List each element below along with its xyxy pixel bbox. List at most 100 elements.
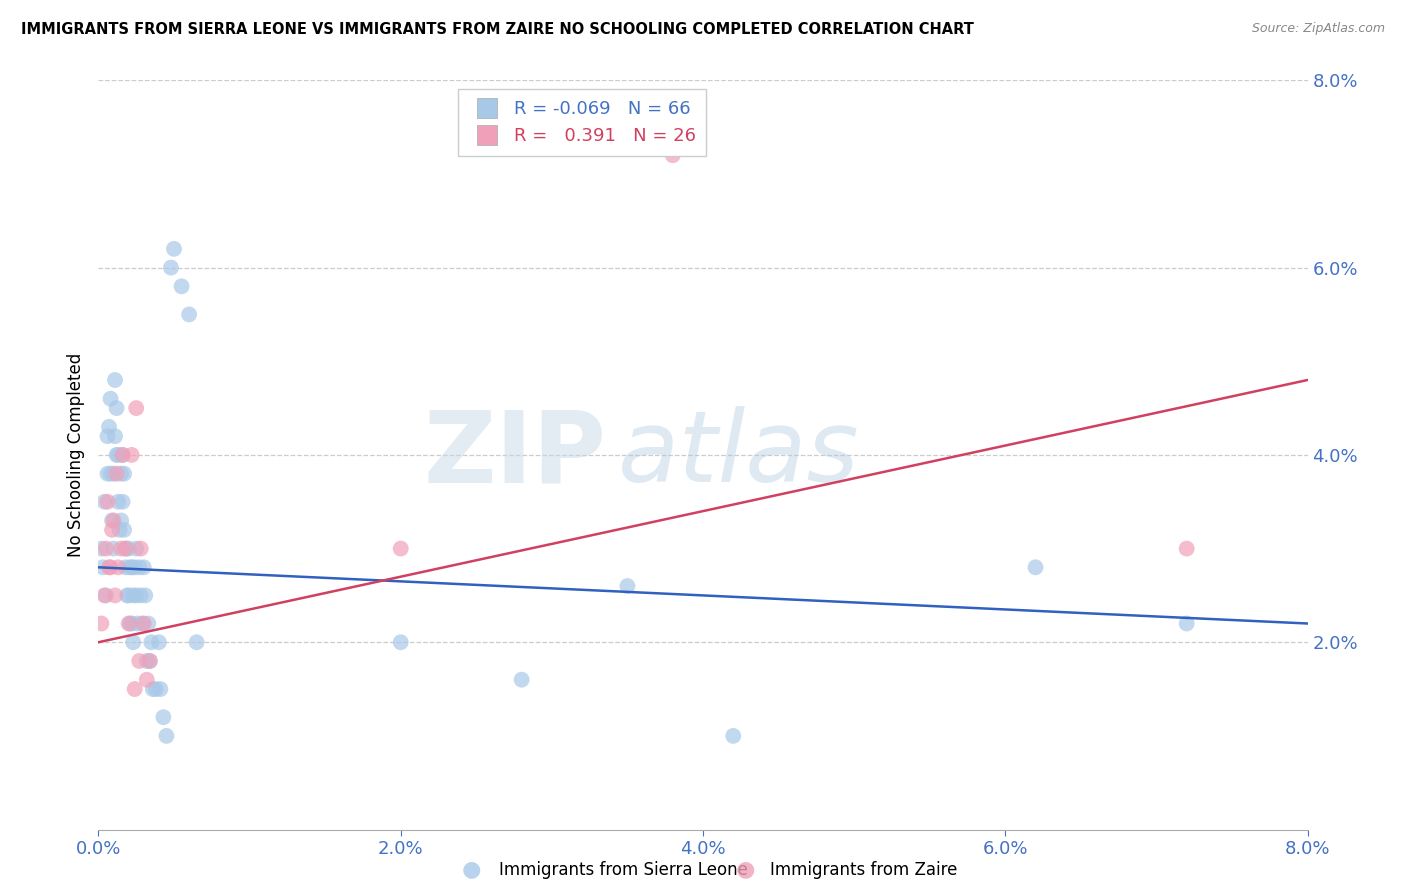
Point: [90, 541, 112, 556]
Point: [120, 616, 142, 631]
Point: [100, 560, 122, 574]
Point: [107, 448, 129, 462]
Point: [170, 279, 193, 293]
Point: [96, 494, 118, 508]
Point: [111, 448, 134, 462]
Text: Source: ZipAtlas.com: Source: ZipAtlas.com: [1251, 22, 1385, 36]
Point: [107, 560, 129, 574]
Point: [112, 523, 135, 537]
Point: [122, 635, 145, 649]
Point: [163, 242, 186, 256]
Point: [90, 616, 112, 631]
Point: [125, 589, 148, 603]
Point: [105, 467, 128, 481]
Point: [101, 523, 124, 537]
Point: [121, 448, 143, 462]
Point: [141, 635, 163, 649]
Text: Immigrants from Sierra Leone: Immigrants from Sierra Leone: [499, 861, 748, 879]
Text: IMMIGRANTS FROM SIERRA LEONE VS IMMIGRANTS FROM ZAIRE NO SCHOOLING COMPLETED COR: IMMIGRANTS FROM SIERRA LEONE VS IMMIGRAN…: [21, 22, 974, 37]
Point: [104, 429, 127, 443]
Point: [103, 513, 125, 527]
Point: [124, 560, 146, 574]
Point: [510, 673, 533, 687]
Point: [118, 541, 141, 556]
Point: [160, 260, 183, 275]
Point: [93, 494, 115, 508]
Point: [118, 616, 141, 631]
Point: [139, 654, 162, 668]
Point: [107, 494, 129, 508]
Point: [152, 710, 174, 724]
Point: [110, 541, 132, 556]
Point: [145, 682, 167, 697]
Point: [1175, 616, 1198, 631]
Point: [149, 682, 172, 697]
Point: [131, 616, 153, 631]
Point: [108, 523, 131, 537]
Point: [136, 616, 159, 631]
Point: [100, 467, 122, 481]
Point: [114, 541, 136, 556]
Point: [125, 541, 148, 556]
Point: [104, 373, 127, 387]
Point: [98, 420, 121, 434]
Point: [179, 307, 201, 321]
Point: [112, 467, 135, 481]
Point: [94, 541, 117, 556]
Point: [121, 616, 143, 631]
Point: [127, 616, 149, 631]
Point: [115, 589, 138, 603]
Point: [105, 401, 128, 416]
Point: [129, 541, 152, 556]
Point: [114, 541, 136, 556]
Point: [103, 467, 125, 481]
Point: [104, 589, 127, 603]
Point: [155, 729, 177, 743]
Point: [98, 560, 121, 574]
Point: [114, 560, 136, 574]
Point: [100, 392, 122, 406]
Point: [120, 560, 142, 574]
Point: [122, 589, 145, 603]
Point: [96, 429, 118, 443]
Point: [139, 654, 162, 668]
Y-axis label: No Schooling Completed: No Schooling Completed: [66, 353, 84, 557]
Point: [121, 560, 143, 574]
Point: [111, 494, 134, 508]
Point: [148, 635, 170, 649]
Point: [111, 448, 134, 462]
Point: [105, 448, 128, 462]
Point: [142, 682, 165, 697]
Point: [389, 635, 412, 649]
Point: [1175, 541, 1198, 556]
Point: [129, 589, 152, 603]
Point: [135, 654, 157, 668]
Point: [110, 467, 132, 481]
Point: [124, 682, 146, 697]
Point: [132, 560, 155, 574]
Point: [135, 673, 157, 687]
Point: [103, 541, 125, 556]
Text: ZIP: ZIP: [423, 407, 606, 503]
Text: Immigrants from Zaire: Immigrants from Zaire: [770, 861, 957, 879]
Point: [110, 513, 132, 527]
Text: ●: ●: [735, 860, 755, 880]
Point: [93, 589, 115, 603]
Point: [96, 467, 118, 481]
Point: [118, 589, 141, 603]
Point: [125, 401, 148, 416]
Point: [389, 541, 412, 556]
Point: [94, 589, 117, 603]
Text: atlas: atlas: [619, 407, 860, 503]
Legend: R = -0.069   N = 66, R =   0.391   N = 26: R = -0.069 N = 66, R = 0.391 N = 26: [458, 89, 706, 156]
Point: [723, 729, 745, 743]
Point: [1025, 560, 1047, 574]
Point: [616, 579, 638, 593]
Point: [132, 616, 155, 631]
Text: ●: ●: [461, 860, 481, 880]
Point: [186, 635, 208, 649]
Point: [134, 589, 156, 603]
Point: [661, 148, 683, 162]
Point: [128, 560, 150, 574]
Point: [101, 513, 124, 527]
